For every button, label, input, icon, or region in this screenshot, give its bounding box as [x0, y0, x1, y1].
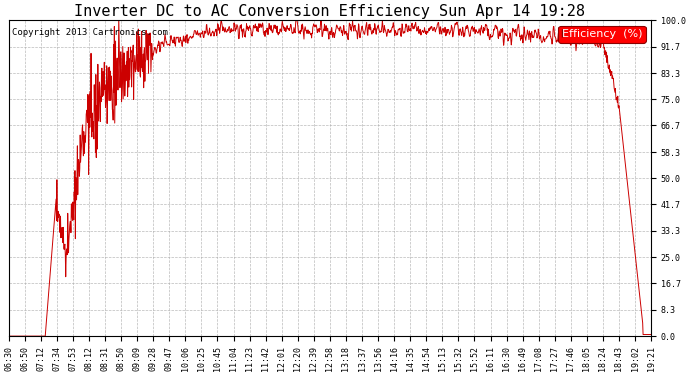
Title: Inverter DC to AC Conversion Efficiency Sun Apr 14 19:28: Inverter DC to AC Conversion Efficiency … [75, 4, 585, 19]
Text: Copyright 2013 Cartronics.com: Copyright 2013 Cartronics.com [12, 28, 168, 37]
Legend: Efficiency  (%): Efficiency (%) [558, 26, 646, 42]
